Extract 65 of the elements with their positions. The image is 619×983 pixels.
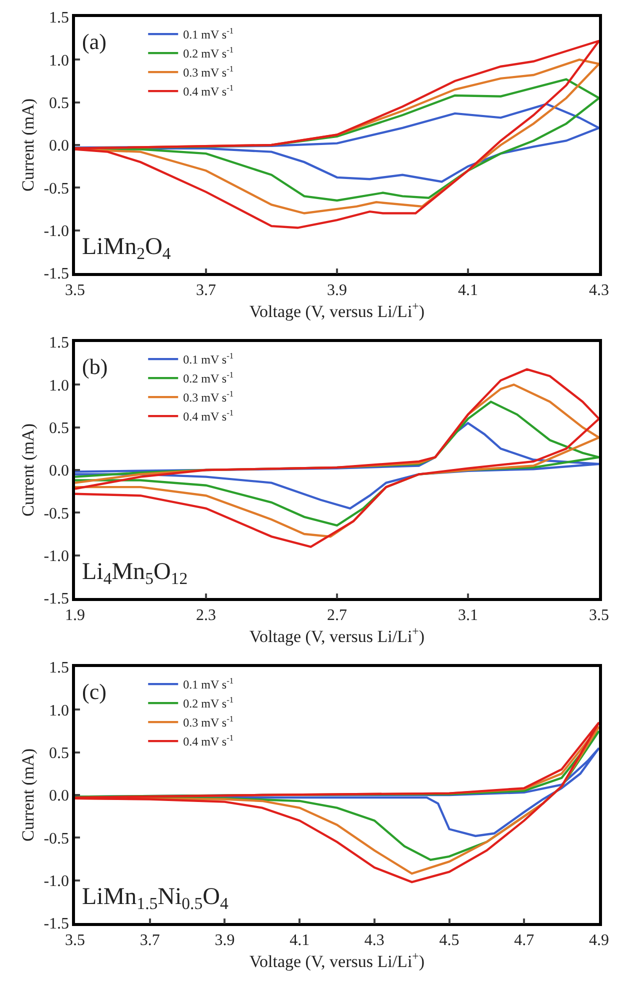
x-tick-label: 3.9 <box>214 932 235 949</box>
y-axis-title: Current (mA) <box>18 423 38 517</box>
annotation: LiMn$_{1.5}$Ni$_{0.5}$O$_{4}$ <box>82 884 229 914</box>
y-tick-label: 1.5 <box>49 660 70 677</box>
y-tick-label: 1.0 <box>49 377 70 394</box>
x-tick-label: 4.3 <box>589 282 609 299</box>
annotation: (b) <box>82 354 108 379</box>
y-tick-label: -1.5 <box>44 916 70 933</box>
y-tick-label: 1.0 <box>49 52 70 70</box>
line-series <box>75 102 599 183</box>
legend-label: 0.3 mV s$^{-1}$ <box>183 390 234 405</box>
legend-label: 0.2 mV s$^{-1}$ <box>183 370 234 386</box>
x-tick-label: 3.1 <box>458 606 478 624</box>
x-tick-label: 3.5 <box>589 606 609 624</box>
y-tick-label: 1.5 <box>49 334 70 352</box>
y-tick-label: -1.5 <box>44 266 70 283</box>
x-tick-label: 2.7 <box>327 606 347 624</box>
x-tick-label: 3.7 <box>196 282 216 299</box>
x-tick-label: 3.7 <box>140 932 160 949</box>
y-tick-label: 0.5 <box>49 94 70 112</box>
x-tick-label: 4.7 <box>514 932 534 949</box>
y-tick-label: 0.5 <box>49 744 70 762</box>
x-tick-label: 4.1 <box>290 932 310 949</box>
x-tick-label: 2.3 <box>196 606 216 624</box>
x-tick-label: 4.3 <box>364 932 384 949</box>
y-tick-label: -1.5 <box>44 590 70 608</box>
y-axis-title: Current (mA) <box>18 748 38 842</box>
y-axis-title: Current (mA) <box>18 98 38 192</box>
legend-label: 0.1 mV s$^{-1}$ <box>183 26 234 42</box>
line-series <box>75 422 599 510</box>
x-tick-label: 3.5 <box>65 282 85 299</box>
x-axis-title: Voltage (V, versus Li/Li$^{+}$) <box>249 298 425 322</box>
legend-label: 0.4 mV s$^{-1}$ <box>183 734 234 749</box>
legend-label: 0.1 mV s$^{-1}$ <box>183 352 234 367</box>
legend-label: 0.2 mV s$^{-1}$ <box>183 696 234 711</box>
x-tick-label: 1.9 <box>65 606 85 624</box>
legend-label: 0.2 mV s$^{-1}$ <box>183 46 234 61</box>
y-tick-label: -0.5 <box>44 830 70 848</box>
y-tick-label: 1.0 <box>49 702 70 720</box>
x-axis-title: Voltage (V, versus Li/Li$^{+}$) <box>249 948 425 972</box>
annotation: LiMn$_{2}$O$_{4}$ <box>82 234 172 264</box>
x-tick-label: 4.1 <box>458 282 478 299</box>
legend-label: 0.4 mV s$^{-1}$ <box>183 408 234 424</box>
y-tick-label: 0.0 <box>49 788 70 805</box>
x-tick-label: 4.5 <box>439 932 460 949</box>
x-tick-label: 4.9 <box>589 932 609 949</box>
y-tick-label: -1.0 <box>44 222 70 240</box>
y-tick-label: -0.5 <box>44 180 70 198</box>
y-tick-label: -1.0 <box>44 872 70 890</box>
y-tick-label: 0.0 <box>49 462 70 480</box>
y-tick-label: 0.5 <box>49 420 70 437</box>
x-tick-label: 3.9 <box>327 282 347 299</box>
annotation: (a) <box>82 29 106 54</box>
x-tick-label: 3.5 <box>65 932 85 949</box>
y-tick-label: 1.5 <box>49 10 70 27</box>
legend-label: 0.1 mV s$^{-1}$ <box>183 676 234 692</box>
annotation: (c) <box>82 679 106 704</box>
x-axis-title: Voltage (V, versus Li/Li$^{+}$) <box>249 624 425 646</box>
legend-label: 0.4 mV s$^{-1}$ <box>183 84 234 99</box>
y-tick-label: -1.0 <box>44 548 70 565</box>
legend-label: 0.3 mV s$^{-1}$ <box>183 714 234 730</box>
annotation: Li$_{4}$Mn$_{5}$O$_{12}$ <box>82 559 188 588</box>
y-tick-label: -0.5 <box>44 505 70 522</box>
y-tick-label: 0.0 <box>49 138 70 155</box>
legend-label: 0.3 mV s$^{-1}$ <box>183 64 234 80</box>
